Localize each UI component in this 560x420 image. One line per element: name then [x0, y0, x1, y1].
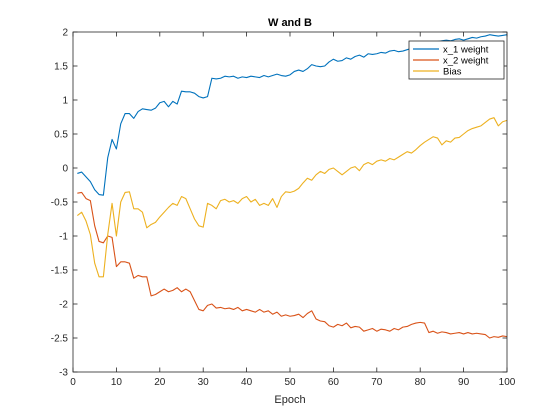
- y-tick-label: -1: [59, 232, 68, 243]
- y-tick-label: 0.5: [54, 130, 68, 141]
- legend-label-2: x_2 weight: [443, 55, 489, 66]
- series-line-3: [77, 117, 508, 278]
- x-tick-label: 20: [154, 377, 166, 388]
- x-tick-label: 60: [328, 377, 340, 388]
- ticks-layer: 0 10 20 30 40 50 60 70 80 90 100-3-2.5-2-1.5-1-0.5…: [51, 28, 516, 389]
- y-tick-label: 1.5: [54, 62, 68, 73]
- plot-area: [73, 32, 507, 372]
- series-line-2: [77, 191, 508, 339]
- y-tick-label: -0.5: [51, 198, 69, 209]
- y-tick-label: -2.5: [51, 334, 69, 345]
- x-tick-label: 90: [458, 377, 470, 388]
- y-tick-label: -2: [59, 300, 68, 311]
- x-tick-label: 50: [284, 377, 296, 388]
- y-tick-label: 0: [62, 164, 68, 175]
- x-tick-label: 0: [70, 377, 76, 388]
- y-tick-label: 1: [62, 96, 68, 107]
- y-tick-label: -1.5: [51, 266, 69, 277]
- chart-title: W and B: [268, 17, 312, 29]
- x-tick-label: 10: [111, 377, 123, 388]
- x-tick-label: 80: [415, 377, 427, 388]
- x-tick-label: 100: [499, 377, 516, 388]
- y-tick-label: 2: [62, 28, 68, 39]
- y-tick-label: -3: [59, 368, 68, 379]
- x-tick-label: 70: [371, 377, 383, 388]
- x-tick-label: 40: [241, 377, 253, 388]
- x-tick-label: 30: [198, 377, 210, 388]
- legend-label-1: x_1 weight: [443, 44, 489, 55]
- legend-label-3: Bias: [443, 66, 462, 77]
- x-axis-title: Epoch: [274, 394, 305, 406]
